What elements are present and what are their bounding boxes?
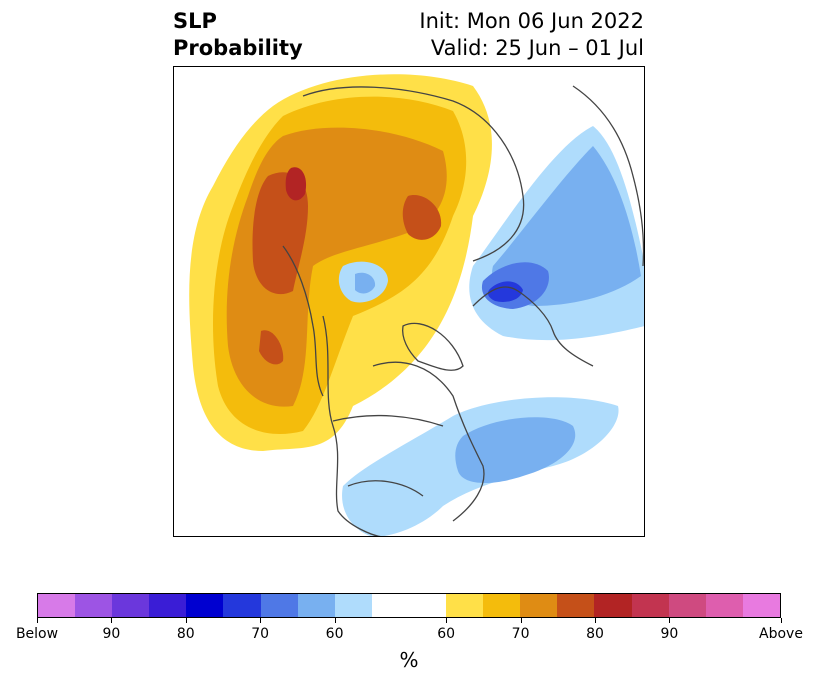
colorbar-tickmark — [185, 618, 187, 623]
coastline-alaska — [282, 245, 324, 397]
colorbar-segment — [186, 594, 224, 617]
colorbar-tickmark — [37, 618, 38, 623]
colorbar-segment — [334, 594, 372, 617]
coastline-asia — [302, 86, 525, 262]
colorbar-tickmark — [781, 618, 782, 623]
map-border — [173, 66, 645, 537]
title-product: Probability — [173, 36, 303, 60]
map-title-right: Init: Mon 06 Jun 2022 Valid: 25 Jun – 01… — [419, 8, 644, 62]
valid-period: Valid: 25 Jun – 01 Jul — [430, 36, 644, 60]
colorbar-segment — [223, 594, 261, 617]
colorbar-segment — [520, 594, 558, 617]
colorbar — [37, 593, 781, 618]
init-date: Init: Mon 06 Jun 2022 — [419, 9, 644, 33]
probability-map — [173, 66, 645, 537]
colorbar-tickmark — [260, 618, 262, 623]
coastline-africa — [572, 85, 645, 267]
colorbar-tick-label: 70 — [251, 626, 270, 642]
border-us-canada — [332, 414, 444, 427]
colorbar-tick-label: 60 — [325, 626, 344, 642]
colorbar-segment — [594, 594, 632, 617]
coastline-europe — [472, 286, 594, 367]
title-variable: SLP — [173, 9, 217, 33]
coastline-greenland — [402, 322, 464, 371]
above-75-region-alaska — [259, 330, 284, 365]
colorbar-tickmark — [520, 618, 522, 623]
colorbar-tick-label: 90 — [660, 626, 679, 642]
colorbar-segment — [408, 594, 447, 617]
map-canvas — [173, 66, 645, 537]
coastline-east-canada — [372, 361, 485, 522]
colorbar-segment — [112, 594, 150, 617]
colorbar-tickmark — [111, 618, 113, 623]
colorbar-tick-label: 80 — [176, 626, 195, 642]
colorbar-tickmark — [334, 618, 336, 623]
below-65-region-arctic — [355, 272, 376, 294]
colorbar-tickmark — [669, 618, 671, 623]
colorbar-segment — [297, 594, 335, 617]
colorbar-tick-label: Above — [759, 626, 803, 642]
colorbar-segment — [742, 594, 780, 617]
colorbar-tick-label: 60 — [437, 626, 456, 642]
colorbar-tick-label: 80 — [586, 626, 604, 642]
colorbar-segment — [75, 594, 113, 617]
colorbar-tickmark — [595, 618, 596, 623]
colorbar-segment — [631, 594, 669, 617]
above-75-region-center — [402, 195, 442, 240]
below-65-region-atlantic — [455, 417, 576, 483]
colorbar-tick-label: 90 — [102, 626, 121, 642]
colorbar-segment — [668, 594, 706, 617]
colorbar-segment — [557, 594, 595, 617]
colorbar-tick-label: Below — [15, 626, 59, 642]
colorbar-segment — [260, 594, 298, 617]
below-75-region — [487, 281, 523, 302]
coastlines — [282, 85, 645, 537]
above-80-region — [285, 167, 307, 201]
colorbar-segment — [483, 594, 521, 617]
colorbar-segment — [705, 594, 743, 617]
colorbar-segment — [446, 594, 484, 617]
coastline-north-america — [322, 315, 384, 537]
colorbar-segment — [371, 594, 409, 617]
colorbar-unit-label: % — [399, 648, 419, 672]
colorbar-tickmark — [446, 618, 448, 623]
colorbar-tick-label: 70 — [511, 626, 530, 642]
map-title-left: SLP Probability — [173, 8, 303, 62]
colorbar-segment — [149, 594, 187, 617]
border-us-mexico — [347, 480, 424, 497]
colorbar-segment — [38, 594, 76, 617]
